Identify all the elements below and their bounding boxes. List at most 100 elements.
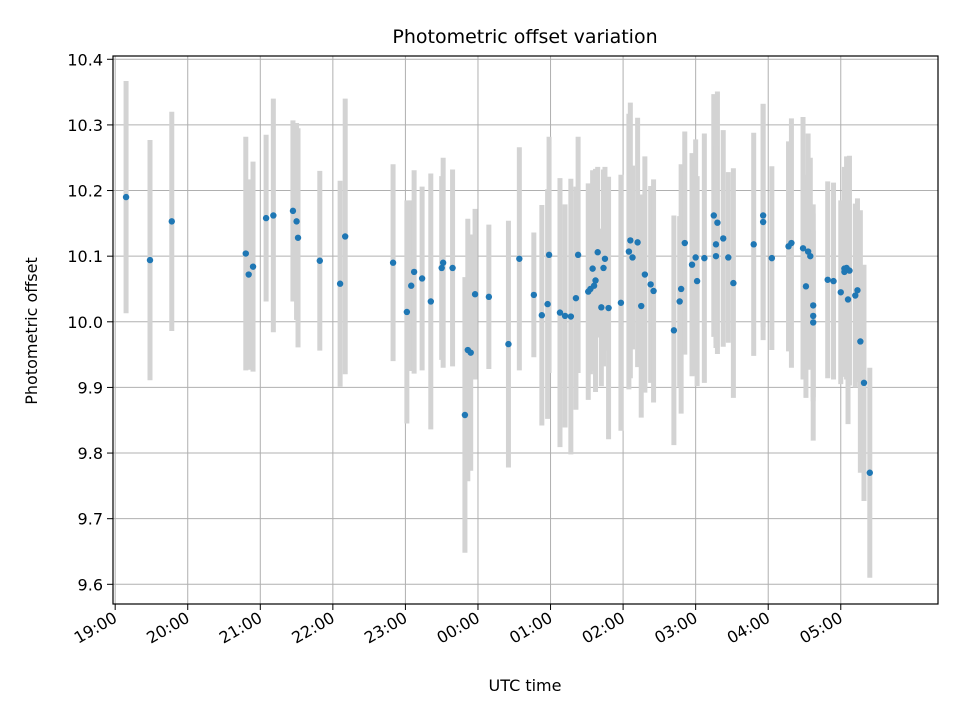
data-point xyxy=(341,233,349,240)
data-point xyxy=(809,302,817,309)
data-point xyxy=(866,469,873,476)
data-point xyxy=(712,252,720,260)
data-point xyxy=(725,254,732,261)
data-point xyxy=(245,271,252,278)
data-point xyxy=(688,261,696,268)
x-tick-label: 22:00 xyxy=(288,608,337,648)
data-point xyxy=(146,256,154,264)
data-point xyxy=(768,254,776,262)
data-point xyxy=(809,319,817,326)
x-tick-label: 23:00 xyxy=(361,608,410,648)
data-point xyxy=(545,251,553,259)
data-point xyxy=(471,291,479,298)
y-tick-label: 10.0 xyxy=(67,313,103,332)
data-point xyxy=(759,212,767,219)
data-point xyxy=(242,250,249,257)
y-tick-label: 9.8 xyxy=(78,444,103,463)
x-tick-label: 02:00 xyxy=(579,608,628,648)
data-point xyxy=(538,312,546,319)
data-point xyxy=(270,212,277,219)
data-point xyxy=(439,259,447,266)
data-point xyxy=(647,281,654,288)
y-tick-label: 10.2 xyxy=(67,182,103,201)
x-axis-ticks: 19:00 20:00 21:00 22:00 23:00 00:00 01:00 02:00… xyxy=(71,604,846,648)
y-tick-label: 10.3 xyxy=(67,116,103,135)
x-axis-label: UTC time xyxy=(489,676,562,695)
x-tick-label: 21:00 xyxy=(216,608,265,648)
x-tick-label: 20:00 xyxy=(143,608,192,648)
data-point xyxy=(857,338,864,345)
data-point xyxy=(418,275,426,282)
data-point xyxy=(574,251,582,259)
data-point xyxy=(720,235,727,242)
data-point xyxy=(262,214,270,222)
data-point xyxy=(289,207,297,215)
data-point xyxy=(561,312,569,320)
data-point xyxy=(410,268,418,276)
data-point xyxy=(641,271,649,278)
data-point xyxy=(294,234,302,241)
x-tick-label: 01:00 xyxy=(506,608,555,648)
data-point xyxy=(693,277,701,285)
data-point xyxy=(809,312,817,320)
data-point xyxy=(629,254,636,261)
data-point xyxy=(837,289,844,296)
data-point xyxy=(403,308,411,316)
x-tick-label: 19:00 xyxy=(71,608,120,648)
y-tick-label: 9.7 xyxy=(78,510,103,529)
data-point xyxy=(408,282,415,289)
data-point xyxy=(572,294,580,302)
data-point xyxy=(676,298,683,305)
data-point xyxy=(389,259,397,266)
data-point xyxy=(544,300,551,308)
error-bars xyxy=(123,80,873,578)
data-point xyxy=(638,302,645,310)
data-point xyxy=(712,241,720,248)
data-point xyxy=(852,292,859,299)
y-tick-label: 10.1 xyxy=(67,247,103,266)
data-point xyxy=(830,277,837,285)
data-point xyxy=(627,237,634,244)
data-point xyxy=(438,264,445,272)
data-point xyxy=(598,304,605,311)
x-tick-label: 03:00 xyxy=(651,608,700,648)
data-point xyxy=(601,255,609,262)
data-point xyxy=(799,245,807,252)
data-point xyxy=(461,411,469,419)
data-point xyxy=(594,249,601,256)
data-point xyxy=(600,264,607,272)
data-point xyxy=(556,309,564,316)
data-point xyxy=(625,248,633,255)
data-point xyxy=(590,282,598,289)
data-point xyxy=(650,287,657,295)
data-point xyxy=(516,255,523,262)
data-point xyxy=(701,254,708,262)
data-point xyxy=(589,265,596,272)
data-point xyxy=(692,254,699,261)
data-point xyxy=(485,293,493,301)
data-point xyxy=(336,280,344,287)
data-point xyxy=(316,257,323,264)
data-point xyxy=(592,277,599,284)
data-points xyxy=(122,193,873,476)
x-tick-label: 04:00 xyxy=(724,608,773,648)
data-point xyxy=(824,276,831,283)
data-point xyxy=(750,241,757,248)
data-point xyxy=(802,283,810,290)
data-point xyxy=(710,212,717,219)
data-point xyxy=(677,285,685,293)
x-tick-label: 00:00 xyxy=(434,608,483,648)
y-tick-label: 9.6 xyxy=(78,575,103,594)
data-point xyxy=(168,218,175,225)
data-point xyxy=(634,239,641,246)
data-point xyxy=(505,340,512,348)
data-point xyxy=(249,263,257,270)
data-point xyxy=(846,267,853,274)
data-point xyxy=(467,349,474,356)
data-point xyxy=(860,379,868,387)
chart-title: Photometric offset variation xyxy=(392,26,657,48)
data-point xyxy=(617,299,625,306)
data-point xyxy=(605,304,612,312)
y-tick-label: 10.4 xyxy=(67,50,103,69)
